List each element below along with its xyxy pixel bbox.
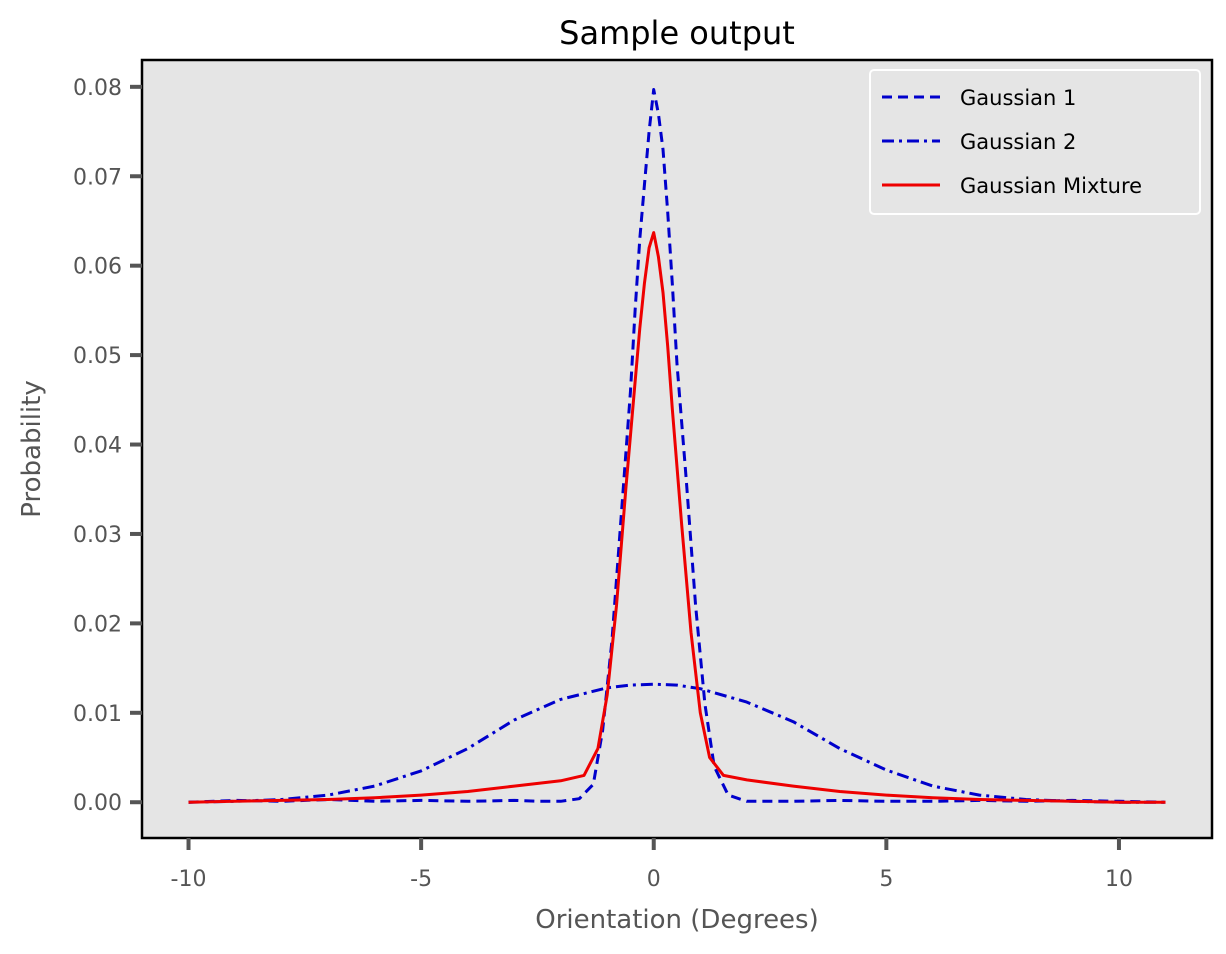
series-line-gaussian-1 [188, 88, 1166, 804]
y-tick-label: 0.03 [73, 523, 122, 548]
legend-entry-gaussian-2: Gaussian 2 [960, 130, 1076, 154]
x-tick-label: 10 [1105, 867, 1133, 892]
series-line-gaussian-mixture [188, 231, 1166, 804]
legend: Gaussian 1 Gaussian 2 Gaussian Mixture [869, 69, 1201, 215]
x-axis-label: Orientation (Degrees) [535, 905, 819, 935]
x-tick-label: 5 [879, 867, 893, 892]
x-tick-label: -10 [171, 867, 207, 892]
y-tick-label: 0.04 [73, 434, 122, 459]
y-tick-label: 0.05 [73, 344, 122, 369]
y-tick-label: 0.07 [73, 165, 122, 190]
y-axis: 0.00 0.01 0.02 0.03 0.04 0.05 0.06 0.07 0.08 [73, 76, 142, 816]
x-tick-label: 0 [647, 867, 661, 892]
x-axis: -10 -5 0 5 10 [171, 838, 1133, 892]
y-tick-label: 0.02 [73, 612, 122, 637]
series-lines [188, 88, 1166, 804]
y-tick-label: 0.01 [73, 702, 122, 727]
y-tick-label: 0.00 [73, 791, 122, 816]
legend-entry-gaussian-1: Gaussian 1 [960, 86, 1076, 110]
y-axis-label: Probability [17, 380, 47, 517]
x-tick-label: -5 [410, 867, 432, 892]
series-line-gaussian-2 [188, 682, 1166, 804]
legend-box [869, 69, 1201, 215]
legend-entry-gaussian-mixture: Gaussian Mixture [960, 174, 1142, 198]
chart-title: Sample output [559, 14, 795, 52]
y-tick-label: 0.06 [73, 255, 122, 280]
y-tick-label: 0.08 [73, 76, 122, 101]
